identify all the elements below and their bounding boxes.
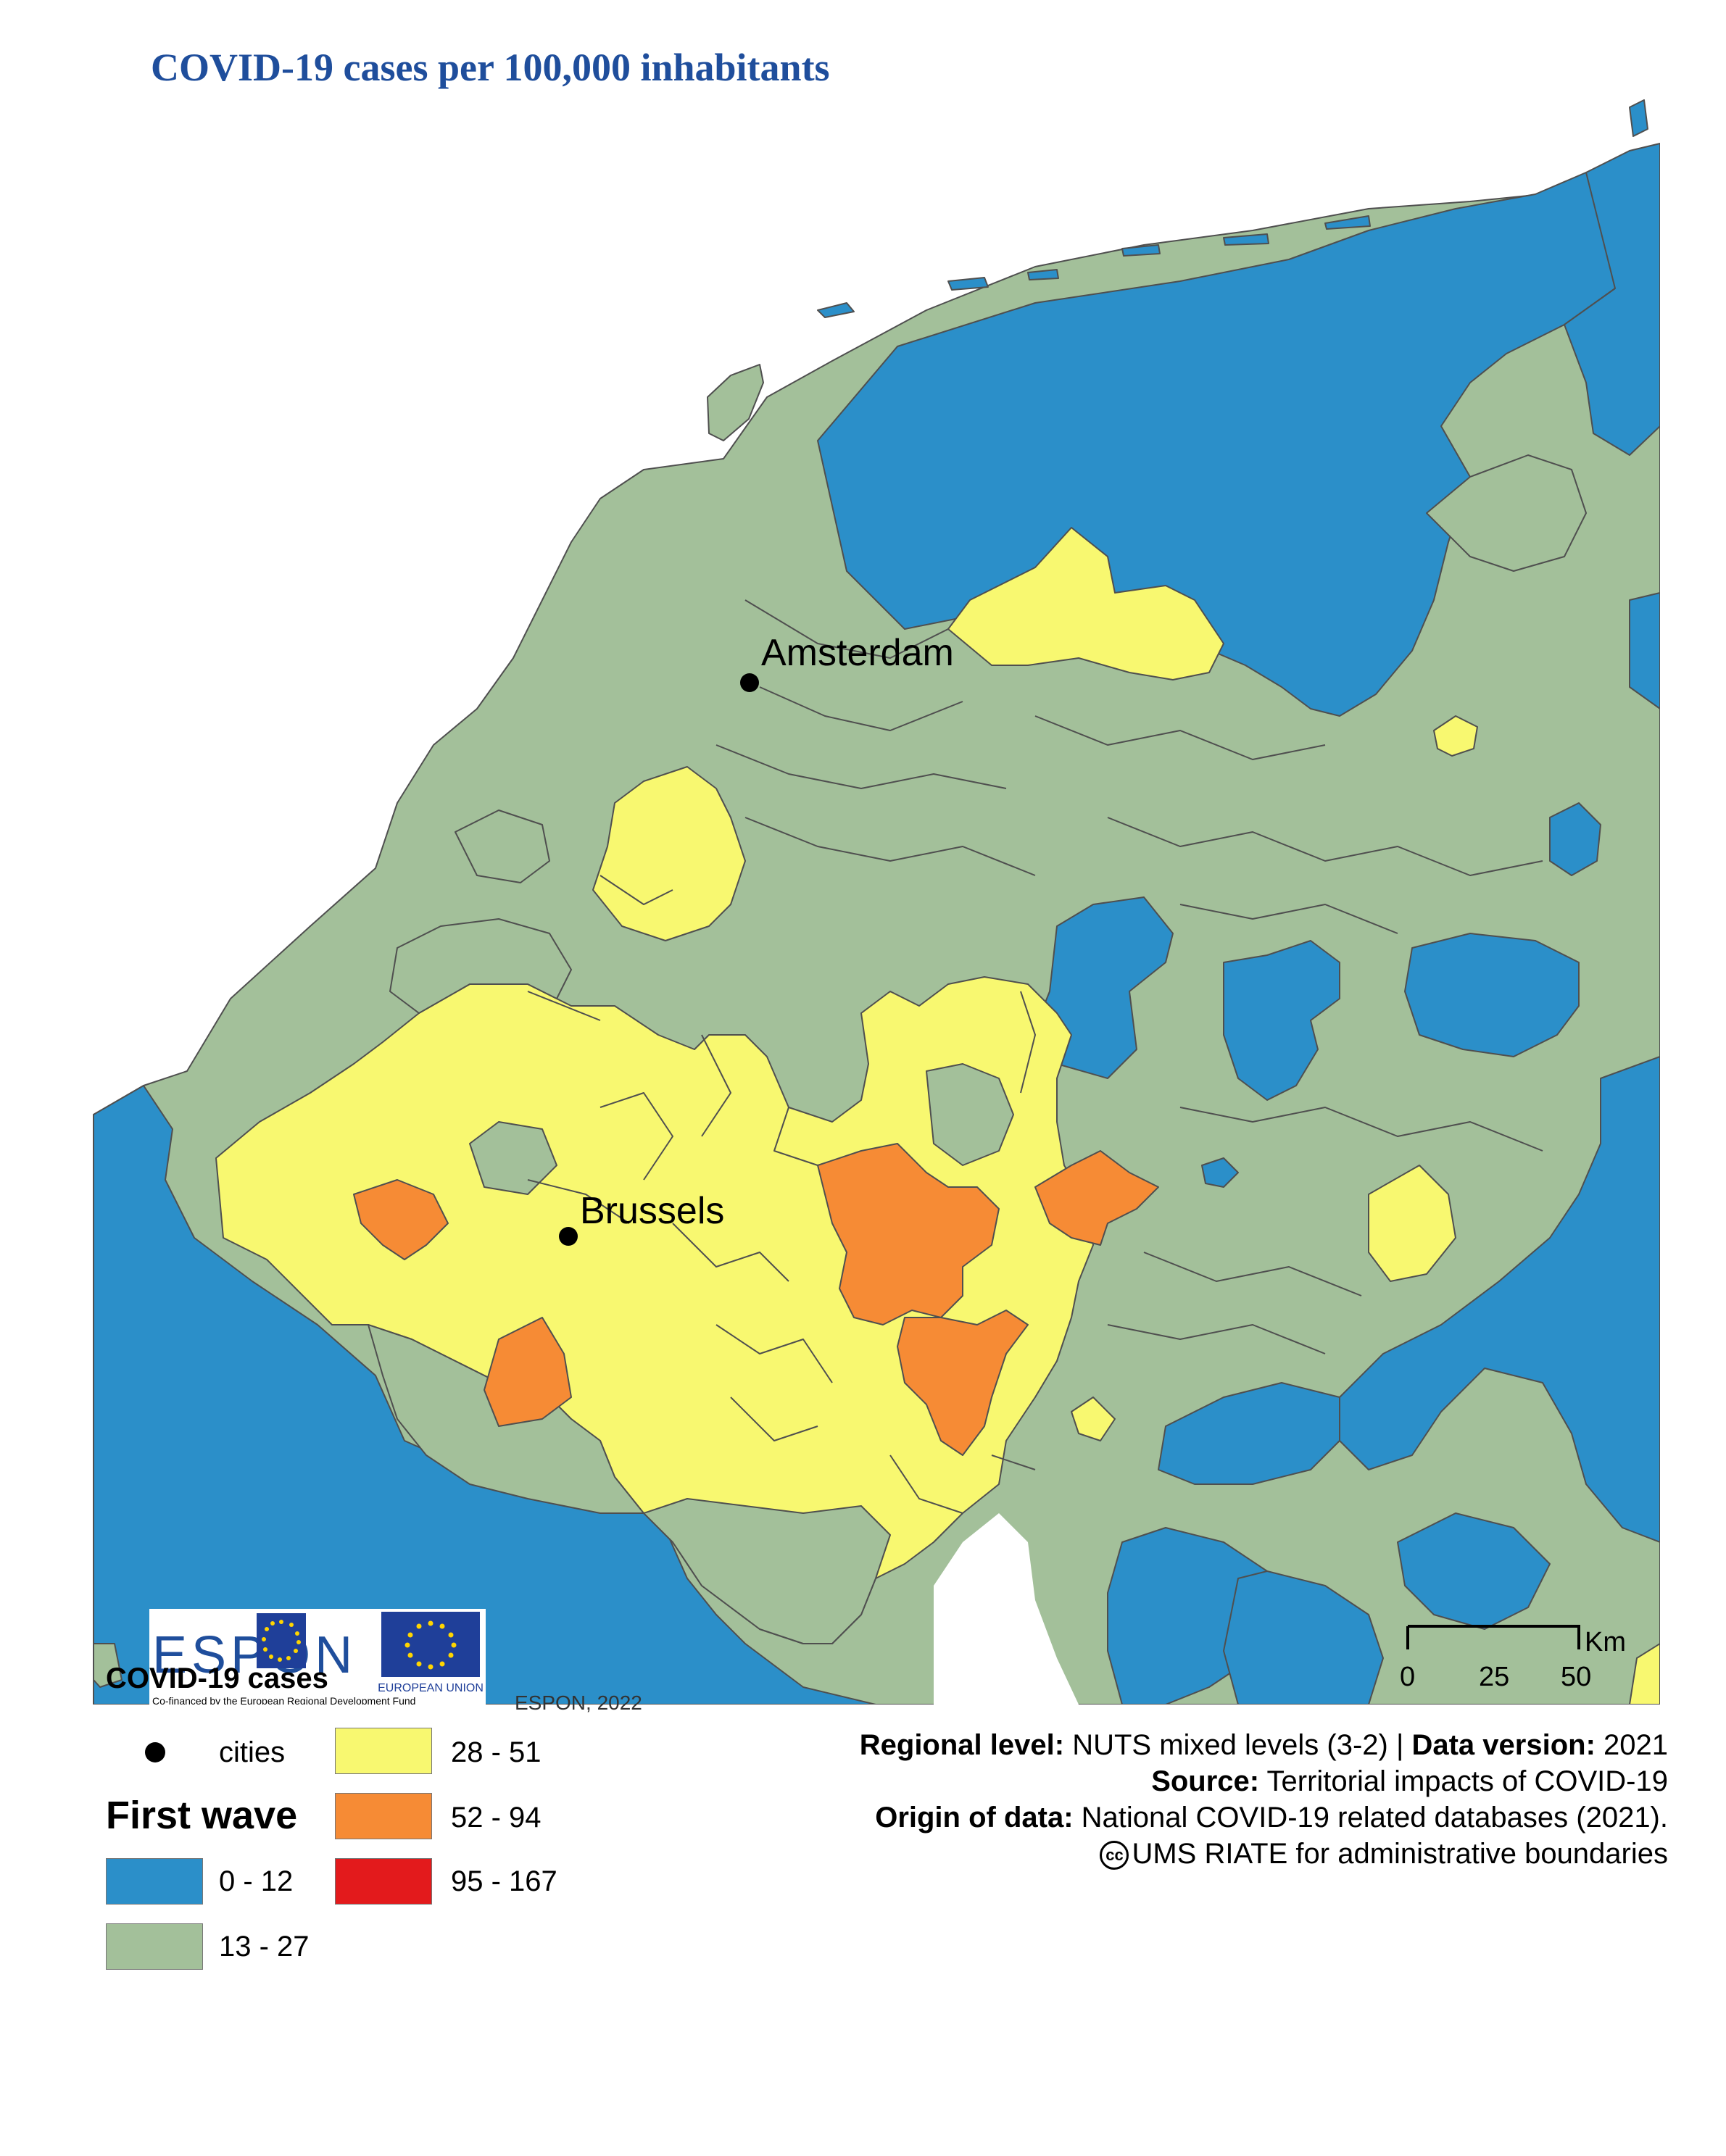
region-0-12-southeast <box>1158 1382 1340 1485</box>
region-0-12-island <box>947 277 989 291</box>
legend-swatch-0-12 <box>106 1858 203 1905</box>
region-13-27-corner <box>93 1643 123 1688</box>
region-13-27-hainaut <box>469 1121 557 1195</box>
choropleth-map: Amsterdam Brussels Km 0 25 50 ESPON EURO… <box>93 99 1660 1705</box>
city-brussels-label: Brussels <box>580 1190 724 1232</box>
credit-text: ESPON, 2022 <box>515 1691 642 1714</box>
legend-swatch-28-51 <box>335 1728 432 1774</box>
region-0-12-south <box>1397 1512 1551 1630</box>
espon-logo-text: ESPON <box>152 1626 357 1684</box>
legend-swatch-95-167 <box>335 1858 432 1905</box>
legend-swatch-52-94 <box>335 1793 432 1839</box>
region-0-12-island <box>1324 215 1371 230</box>
region-28-51-flevoland <box>947 527 1224 680</box>
map-void <box>934 1513 1079 1705</box>
region-0-12-central <box>1404 933 1580 1057</box>
region-28-51-east <box>1368 1165 1456 1282</box>
legend-label-0-12: 0 - 12 <box>219 1865 294 1897</box>
region-0-12-island <box>1629 99 1648 137</box>
meta-source: Source: Territorial impacts of COVID-19 <box>1151 1765 1668 1797</box>
city-brussels-marker <box>559 1227 578 1246</box>
legend-swatch-13-27 <box>106 1923 203 1970</box>
region-28-51-small <box>1433 715 1478 757</box>
creative-commons-icon: cc <box>1100 1841 1129 1870</box>
region-0-12-island <box>1121 244 1161 257</box>
legend-title: COVID-19 cases <box>106 1662 328 1694</box>
region-0-12-central <box>1201 1157 1239 1188</box>
scale-tick-25: 25 <box>1479 1662 1509 1692</box>
region-boundaries <box>527 599 1543 1514</box>
region-13-27-zeeland <box>389 918 572 1014</box>
region-0-12-island <box>1223 233 1269 246</box>
scale-tick-0: 0 <box>1400 1662 1415 1692</box>
scale-bar <box>1406 1625 1580 1649</box>
eu-label: EUROPEAN UNION <box>378 1682 484 1694</box>
scale-tick-50: 50 <box>1561 1662 1591 1692</box>
region-28-51-small <box>1071 1397 1116 1441</box>
region-0-12-central <box>1223 940 1340 1101</box>
region-13-27-ardennes <box>643 1498 891 1644</box>
region-0-12-northeast <box>1564 143 1660 456</box>
region-13-27-north <box>1426 454 1587 572</box>
legend-label-28-51: 28 - 51 <box>451 1736 542 1768</box>
region-13-27-limburg <box>926 1063 1014 1166</box>
region-0-12-island <box>1027 269 1059 280</box>
region-0-12-lorraine <box>1223 1570 1384 1705</box>
legend-label-95-167: 95 - 167 <box>451 1865 557 1897</box>
region-52-94-liege <box>897 1310 1029 1456</box>
legend-wave-title: First wave <box>106 1794 298 1837</box>
cofinance-text: Co-financed by the European Regional Dev… <box>152 1695 415 1705</box>
meta-origin: Origin of data: National COVID-19 relate… <box>875 1802 1668 1834</box>
legend-cities-label: cities <box>219 1736 286 1768</box>
region-28-51-small <box>1629 1643 1660 1705</box>
legend-label-13-27: 13 - 27 <box>219 1931 310 1963</box>
region-13-27-island <box>707 364 764 441</box>
region-52-94-aachen <box>1034 1150 1159 1246</box>
region-0-12-east-band <box>1339 1056 1660 1543</box>
region-0-12-island <box>817 302 855 318</box>
meta-regional-level: Regional level: NUTS mixed levels (3-2) … <box>859 1729 1668 1761</box>
city-amsterdam-marker <box>740 673 759 692</box>
region-52-94-hainaut <box>484 1317 572 1427</box>
region-28-51-zuid-holland <box>592 766 746 941</box>
region-0-12-central <box>1549 802 1601 876</box>
scale-bar-unit: Km <box>1585 1627 1626 1657</box>
city-amsterdam-label: Amsterdam <box>761 632 954 674</box>
map-title: COVID-19 cases per 100,000 inhabitants <box>151 46 830 89</box>
region-0-12-east <box>1629 592 1660 709</box>
region-52-94-limburg-be <box>817 1143 1000 1325</box>
region-13-27-zeeland-islands <box>455 809 550 883</box>
legend-label-52-94: 52 - 94 <box>451 1802 542 1834</box>
espon-logo: ESPON EUROPEAN UNION Co-financed by the … <box>149 1609 486 1705</box>
meta-boundaries: cc UMS RIATE for administrative boundarie… <box>1100 1838 1668 1870</box>
legend-cities-dot <box>145 1742 165 1762</box>
region-52-94-lille <box>353 1179 449 1260</box>
